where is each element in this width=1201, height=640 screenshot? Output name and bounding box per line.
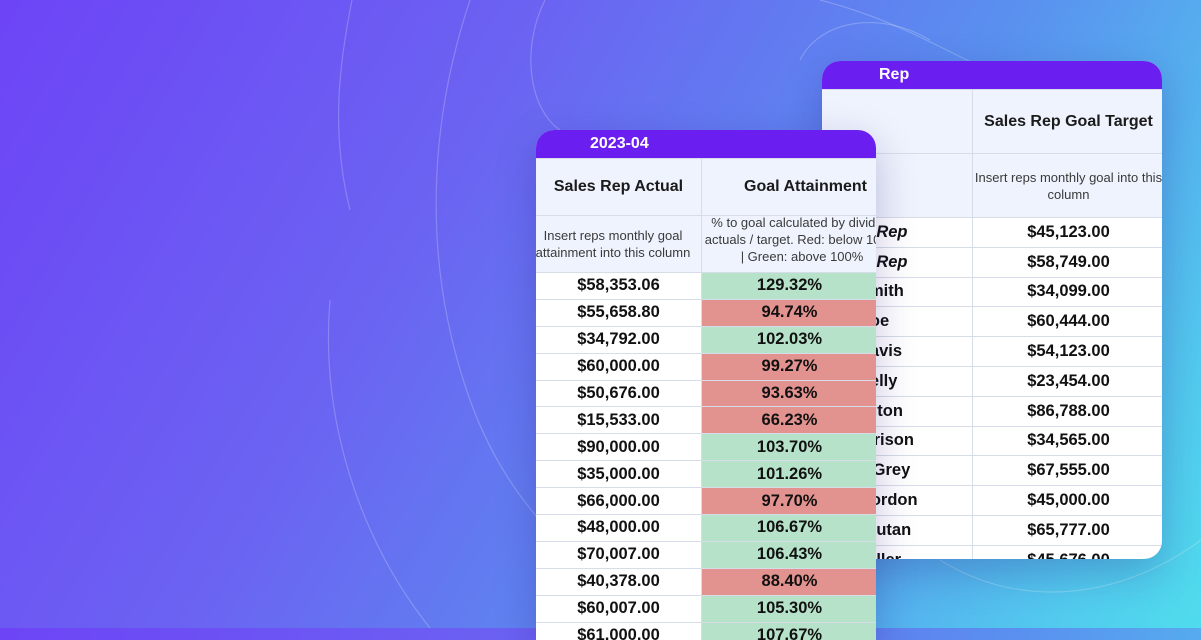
goal-target-cell[interactable]: $45,000.00 <box>972 485 1162 516</box>
goal-attainment-sheet: 2023-04 Sales Rep Actual Goal Attainment… <box>536 130 876 640</box>
sheet-tab[interactable]: Rep <box>822 61 1162 89</box>
description-text-actual: Insert reps monthly goal attainment into… <box>536 228 691 260</box>
table-row: $15,533.00 66.23% <box>536 406 876 435</box>
sales-actual-cell[interactable]: $58,353.06 <box>536 272 702 300</box>
goal-target-cell[interactable]: $60,444.00 <box>972 306 1162 338</box>
table-row: $58,353.06 129.32% <box>536 272 876 300</box>
description-text-attainment: % to goal calculated by dividing actuals… <box>704 215 876 265</box>
goal-target-cell[interactable]: $54,123.00 <box>972 336 1162 367</box>
goal-attainment-cell[interactable]: 105.30% <box>701 594 876 623</box>
sales-actual-cell[interactable]: $40,378.00 <box>536 567 702 596</box>
goal-target-cell[interactable]: $45,676.00 <box>972 544 1162 559</box>
table-row: $90,000.00 103.70% <box>536 433 876 462</box>
goal-attainment-cell[interactable]: 99.27% <box>701 352 876 381</box>
sales-actual-cell[interactable]: $48,000.00 <box>536 514 702 542</box>
sales-actual-cell[interactable]: $90,000.00 <box>536 433 702 462</box>
goal-attainment-cell[interactable]: 102.03% <box>701 325 876 354</box>
goal-target-cell[interactable]: $45,123.00 <box>972 217 1162 248</box>
goal-attainment-cell[interactable]: 97.70% <box>701 487 876 516</box>
table-row: $70,007.00 106.43% <box>536 540 876 569</box>
goal-attainment-cell[interactable]: 66.23% <box>701 406 876 435</box>
table-row: $48,000.00 106.67% <box>536 514 876 542</box>
goal-attainment-cell[interactable]: 94.74% <box>701 298 876 327</box>
goal-target-cell[interactable]: $58,749.00 <box>972 246 1162 278</box>
sales-actual-cell[interactable]: $34,792.00 <box>536 325 702 354</box>
table-row: $55,658.80 94.74% <box>536 298 876 327</box>
goal-attainment-cell[interactable]: 106.67% <box>701 514 876 542</box>
sheet-tab-label: Rep <box>879 66 910 83</box>
goal-target-cell[interactable]: $86,788.00 <box>972 395 1162 427</box>
sales-actual-cell[interactable]: $70,007.00 <box>536 540 702 569</box>
goal-attainment-cell[interactable]: 106.43% <box>701 540 876 569</box>
column-header-sales-rep-actual[interactable]: Sales Rep Actual <box>536 158 702 216</box>
sheet-tab-label: 2023-04 <box>590 135 649 152</box>
goal-target-table: Sales Rep Goal Target Insert reps monthl… <box>822 89 1162 559</box>
sales-actual-cell[interactable]: $35,000.00 <box>536 460 702 489</box>
goal-target-cell[interactable]: $65,777.00 <box>972 514 1162 546</box>
goal-target-cell[interactable]: $34,099.00 <box>972 276 1162 308</box>
description-cell-actual: Insert reps monthly goal attainment into… <box>536 215 702 273</box>
sales-actual-cell[interactable]: $55,658.80 <box>536 298 702 327</box>
sales-actual-cell[interactable]: $15,533.00 <box>536 406 702 435</box>
sales-rep-goal-sheet: Rep Sales Rep Goal Target Insert reps mo… <box>822 61 1162 559</box>
sales-actual-cell[interactable]: $60,000.00 <box>536 352 702 381</box>
goal-target-cell[interactable]: $67,555.00 <box>972 455 1162 487</box>
goal-target-cell[interactable]: $34,565.00 <box>972 425 1162 457</box>
goal-attainment-cell[interactable]: 103.70% <box>701 433 876 462</box>
sales-actual-cell[interactable]: $50,676.00 <box>536 379 702 408</box>
sales-actual-cell[interactable]: $61,000.00 <box>536 621 702 640</box>
goal-attainment-table: Sales Rep Actual Goal Attainment Insert … <box>536 158 876 640</box>
goal-attainment-cell[interactable]: 129.32% <box>701 272 876 300</box>
goal-attainment-cell[interactable]: 107.67% <box>701 621 876 640</box>
table-row: $60,007.00 105.30% <box>536 594 876 623</box>
rep-name: Miller <box>858 551 901 559</box>
description-cell-goal-target: Insert reps monthly goal into this colum… <box>972 153 1162 218</box>
goal-attainment-cell[interactable]: 88.40% <box>701 567 876 596</box>
column-header-goal-attainment[interactable]: Goal Attainment <box>701 158 876 216</box>
table-row: $35,000.00 101.26% <box>536 460 876 489</box>
table-row: $66,000.00 97.70% <box>536 487 876 516</box>
sales-actual-cell[interactable]: $60,007.00 <box>536 594 702 623</box>
table-row: $61,000.00 107.67% <box>536 621 876 640</box>
table-row: $60,000.00 99.27% <box>536 352 876 381</box>
table-row: $50,676.00 93.63% <box>536 379 876 408</box>
goal-attainment-cell[interactable]: 101.26% <box>701 460 876 489</box>
sheet-tab[interactable]: 2023-04 <box>536 130 876 158</box>
column-header-goal-target[interactable]: Sales Rep Goal Target <box>972 89 1162 154</box>
goal-attainment-cell[interactable]: 93.63% <box>701 379 876 408</box>
description-cell-attainment: % to goal calculated by dividing actuals… <box>701 215 876 273</box>
table-row: $34,792.00 102.03% <box>536 325 876 354</box>
sales-actual-cell[interactable]: $66,000.00 <box>536 487 702 516</box>
goal-target-cell[interactable]: $23,454.00 <box>972 365 1162 397</box>
table-row: $40,378.00 88.40% <box>536 567 876 596</box>
